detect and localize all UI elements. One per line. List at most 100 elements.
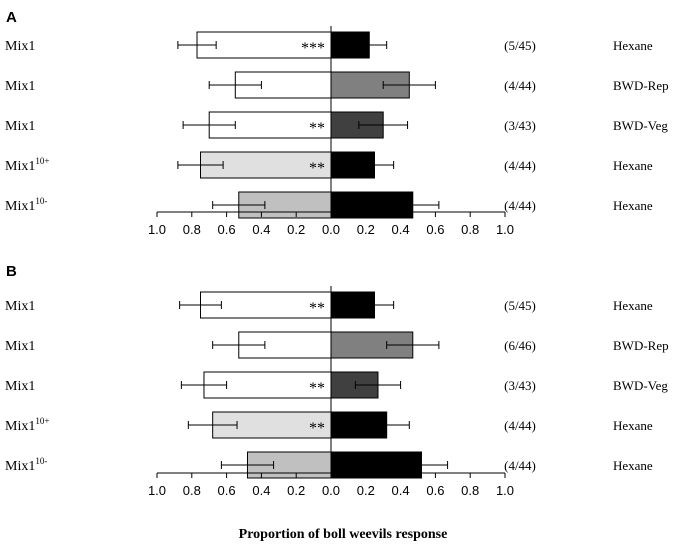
chart-row: Mix1 *** (5/45) Hexane	[5, 31, 653, 59]
x-tick-label: 0.6	[218, 222, 236, 237]
right-error-bar	[386, 341, 440, 349]
row-control-label: Hexane	[613, 198, 653, 213]
chart-row: Mix1 (6/46) BWD-Rep	[5, 331, 669, 359]
left-error-bar	[212, 341, 266, 349]
row-treatment-superscript: 10-	[35, 196, 47, 206]
right-error-bar	[358, 121, 409, 129]
row-count-label: (5/45)	[504, 38, 536, 53]
x-tick-label: 0.8	[461, 222, 479, 237]
panel-label: B	[6, 263, 17, 280]
left-error-bar	[180, 381, 228, 389]
row-treatment-superscript: 10-	[35, 456, 47, 466]
row-count-label: (3/43)	[504, 378, 536, 393]
row-treatment-label: Mix110+	[5, 416, 49, 434]
row-control-label: BWD-Rep	[613, 338, 669, 353]
left-error-bar	[220, 461, 275, 469]
row-treatment-label: Mix1	[5, 299, 35, 314]
right-error-bar	[363, 421, 410, 429]
x-tick-label: 0.6	[218, 483, 236, 498]
x-tick-label: 1.0	[148, 222, 166, 237]
row-control-label: Hexane	[613, 158, 653, 173]
row-control-label: Hexane	[613, 418, 653, 433]
x-tick-label: 0.8	[183, 222, 201, 237]
x-tick-label: 0.2	[287, 222, 305, 237]
row-count-label: (6/46)	[504, 338, 536, 353]
figure-x-axis-label: Proportion of boll weevils response	[239, 527, 448, 542]
x-axis: 1.0 0.8 0.6 0.4 0.2 0.0 0.2 0.4 0.6 0.8 1.0	[148, 211, 514, 237]
row-control-label: BWD-Veg	[613, 118, 668, 133]
row-treatment-label: Mix110-	[5, 196, 47, 214]
chart-row: Mix1 (4/44) BWD-Rep	[5, 71, 669, 99]
left-error-bar	[208, 81, 262, 89]
row-count-label: (5/45)	[504, 298, 536, 313]
x-tick-label: 0.4	[392, 222, 410, 237]
right-error-bar	[386, 201, 440, 209]
x-axis: 1.0 0.8 0.6 0.4 0.2 0.0 0.2 0.4 0.6 0.8 1.0	[148, 472, 514, 498]
chart-row: Mix110- (4/44) Hexane	[5, 451, 653, 479]
x-tick-label: 0.2	[287, 483, 305, 498]
left-bar	[200, 291, 332, 319]
row-count-label: (3/43)	[504, 118, 536, 133]
row-treatment-label: Mix1	[5, 379, 35, 394]
x-tick-label: 0.8	[461, 483, 479, 498]
left-error-bar	[182, 121, 236, 129]
panel-label: A	[6, 9, 17, 26]
x-tick-label: 0.0	[322, 483, 340, 498]
left-error-bar	[177, 41, 217, 49]
row-control-label: BWD-Rep	[613, 78, 669, 93]
right-error-bar	[354, 381, 402, 389]
row-control-label: Hexane	[613, 38, 653, 53]
significance-stars: **	[309, 380, 325, 397]
chart-row: Mix110- (4/44) Hexane	[5, 191, 653, 219]
x-tick-label: 0.6	[426, 483, 444, 498]
x-tick-label: 1.0	[496, 483, 514, 498]
row-control-label: BWD-Veg	[613, 378, 668, 393]
row-treatment-label: Mix1	[5, 39, 35, 54]
row-count-label: (4/44)	[504, 78, 536, 93]
left-error-bar	[179, 301, 222, 309]
significance-stars: ***	[301, 40, 325, 57]
chart-row: Mix110+ ** (4/44) Hexane	[5, 411, 653, 439]
row-treatment-label: Mix1	[5, 79, 35, 94]
x-tick-label: 1.0	[496, 222, 514, 237]
row-count-label: (4/44)	[504, 458, 536, 473]
right-error-bar	[354, 301, 395, 309]
significance-stars: **	[309, 300, 325, 317]
row-treatment-label: Mix110-	[5, 456, 47, 474]
right-error-bar	[351, 41, 388, 49]
chart-row: Mix110+ ** (4/44) Hexane	[5, 151, 653, 179]
x-tick-label: 1.0	[148, 483, 166, 498]
x-tick-label: 0.2	[357, 483, 375, 498]
right-error-bar	[394, 461, 449, 469]
row-treatment-label: Mix110+	[5, 156, 49, 174]
left-error-bar	[187, 421, 238, 429]
chart-row: Mix1 ** (5/45) Hexane	[5, 291, 653, 319]
row-count-label: (4/44)	[504, 418, 536, 433]
left-error-bar	[177, 161, 224, 169]
significance-stars: **	[309, 120, 325, 137]
row-treatment-superscript: 10+	[35, 416, 49, 426]
right-error-bar	[382, 81, 436, 89]
x-tick-label: 0.4	[252, 222, 270, 237]
row-treatment-label: Mix1	[5, 119, 35, 134]
x-tick-label: 0.8	[183, 483, 201, 498]
row-treatment-superscript: 10+	[35, 156, 49, 166]
x-tick-label: 0.4	[252, 483, 270, 498]
x-tick-label: 0.2	[357, 222, 375, 237]
right-error-bar	[354, 161, 395, 169]
x-tick-label: 0.4	[392, 483, 410, 498]
significance-stars: **	[309, 420, 325, 437]
x-tick-label: 0.6	[426, 222, 444, 237]
chart-row: Mix1 ** (3/43) BWD-Veg	[5, 111, 668, 139]
row-control-label: Hexane	[613, 298, 653, 313]
row-count-label: (4/44)	[504, 198, 536, 213]
significance-stars: **	[309, 160, 325, 177]
row-control-label: Hexane	[613, 458, 653, 473]
row-count-label: (4/44)	[504, 158, 536, 173]
row-treatment-label: Mix1	[5, 339, 35, 354]
chart-row: Mix1 ** (3/43) BWD-Veg	[5, 371, 668, 399]
left-error-bar	[212, 201, 266, 209]
